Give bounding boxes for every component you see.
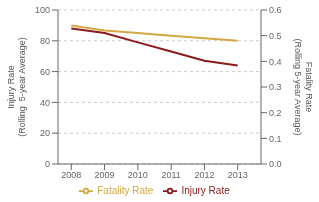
svg-text:0.4: 0.4 <box>269 57 282 67</box>
svg-text:Fatality Rate(Rolling 5-year A: Fatality Rate(Rolling 5-year Average) <box>293 39 312 136</box>
html-text:Fatality Rate: Fatality Rate <box>97 184 154 196</box>
svg-text:0.3: 0.3 <box>269 82 282 92</box>
svg-text:60: 60 <box>40 67 50 77</box>
svg-text:0.2: 0.2 <box>269 108 282 118</box>
svg-text:Injury Rate(Rolling 5-year Av: Injury Rate(Rolling 5-year Average) <box>8 37 27 136</box>
svg-text:2009: 2009 <box>95 170 115 180</box>
svg-text:2011: 2011 <box>161 170 180 180</box>
svg-text:40: 40 <box>40 98 50 108</box>
svg-text:0.6: 0.6 <box>269 5 282 15</box>
svg-text:2010: 2010 <box>128 170 148 180</box>
svg-text:0.1: 0.1 <box>269 134 282 144</box>
svg-text:2012: 2012 <box>194 170 214 180</box>
svg-text:2008: 2008 <box>61 170 81 180</box>
svg-text:0.0: 0.0 <box>269 159 282 169</box>
svg-text:0.5: 0.5 <box>269 31 282 41</box>
svg-text:2013: 2013 <box>228 170 248 180</box>
svg-text:20: 20 <box>40 128 50 138</box>
svg-text:80: 80 <box>40 36 50 46</box>
svg-text:100: 100 <box>35 5 50 15</box>
html-text:Injury Rate: Injury Rate <box>181 184 230 196</box>
svg-text:0: 0 <box>45 159 50 169</box>
